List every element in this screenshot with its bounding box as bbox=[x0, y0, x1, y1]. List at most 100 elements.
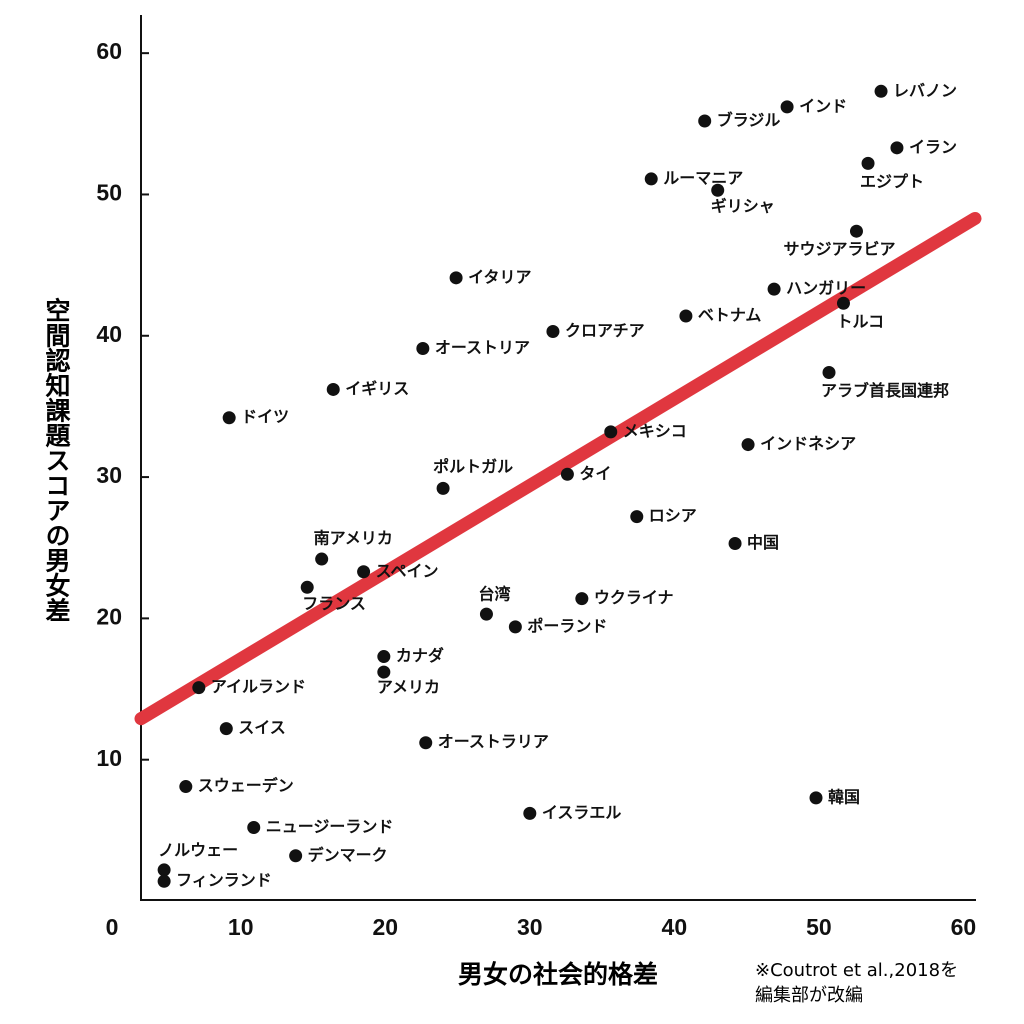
point bbox=[546, 325, 560, 339]
point bbox=[416, 341, 430, 355]
y-tick-label: 10 bbox=[96, 745, 122, 771]
point bbox=[874, 84, 888, 98]
point bbox=[157, 874, 171, 888]
point-label: アイルランド bbox=[211, 677, 306, 696]
point-label: カナダ bbox=[396, 646, 444, 665]
point-label: ノルウェー bbox=[158, 840, 238, 859]
point bbox=[767, 282, 781, 296]
point bbox=[192, 681, 206, 695]
point-label: サウジアラビア bbox=[783, 240, 895, 259]
point-label: ニュージーランド bbox=[266, 817, 394, 836]
point-label: オーストリア bbox=[435, 338, 530, 357]
y-tick-label: 50 bbox=[96, 180, 122, 206]
point bbox=[300, 580, 314, 594]
point bbox=[436, 481, 450, 495]
point-label: 南アメリカ bbox=[314, 529, 393, 548]
point-label: ドイツ bbox=[241, 407, 289, 426]
trend-line bbox=[134, 211, 982, 726]
x-tick-label: 10 bbox=[228, 914, 254, 940]
point bbox=[809, 791, 823, 805]
point bbox=[849, 224, 863, 238]
point bbox=[698, 114, 712, 128]
x-tick-label: 60 bbox=[951, 914, 977, 940]
y-tick-label: 60 bbox=[96, 38, 122, 64]
point-label: スウェーデン bbox=[198, 776, 294, 795]
point bbox=[289, 849, 303, 863]
x-axis-title: 男女の社会的格差 bbox=[458, 960, 658, 989]
origin-label: 0 bbox=[106, 914, 119, 940]
point-label: イギリス bbox=[345, 379, 409, 398]
point-label: スペイン bbox=[376, 561, 439, 580]
point-label: ロシア bbox=[649, 506, 697, 525]
point bbox=[861, 156, 875, 170]
point-label: オーストラリア bbox=[438, 732, 549, 751]
point bbox=[377, 650, 391, 664]
point-label: エジプト bbox=[860, 172, 924, 191]
point-label: レバノン bbox=[893, 81, 957, 100]
point-label: ポーランド bbox=[527, 616, 607, 635]
point-label: クロアチア bbox=[565, 321, 645, 340]
point-label: ウクライナ bbox=[594, 588, 674, 607]
point bbox=[179, 780, 193, 794]
point-label: 台湾 bbox=[478, 585, 510, 604]
point bbox=[741, 438, 755, 452]
point-label: イラン bbox=[909, 137, 957, 156]
point bbox=[377, 665, 391, 679]
point bbox=[780, 100, 794, 114]
point-label: ポルトガル bbox=[433, 457, 513, 476]
point-label: アラブ首長国連邦 bbox=[821, 381, 949, 400]
point-label: 中国 bbox=[747, 533, 779, 552]
point-label: ベトナム bbox=[698, 305, 762, 324]
point-label: ブラジル bbox=[717, 110, 781, 129]
y-tick-label: 30 bbox=[96, 462, 122, 488]
point bbox=[157, 863, 171, 877]
x-tick-label: 20 bbox=[372, 914, 398, 940]
point bbox=[575, 592, 589, 606]
point bbox=[630, 510, 644, 524]
point bbox=[222, 411, 236, 425]
y-axis-title: 空間認知課題スコアの男女差 bbox=[42, 297, 71, 623]
point bbox=[836, 296, 850, 310]
x-tick-label: 50 bbox=[806, 914, 832, 940]
point-label: アメリカ bbox=[377, 678, 440, 697]
note: ※Coutrot et al.,2018を bbox=[755, 960, 958, 981]
point-label: 韓国 bbox=[828, 787, 860, 806]
point-label: ルーマニア bbox=[663, 168, 743, 187]
point-label: イタリア bbox=[468, 267, 531, 286]
point bbox=[419, 736, 433, 750]
point-label: トルコ bbox=[836, 312, 884, 331]
point-label: デンマーク bbox=[308, 845, 388, 864]
x-tick-label: 30 bbox=[517, 914, 543, 940]
note: 編集部が改編 bbox=[755, 985, 863, 1006]
point bbox=[479, 607, 493, 621]
point bbox=[247, 821, 261, 835]
y-tick-label: 40 bbox=[96, 321, 122, 347]
point bbox=[219, 722, 233, 736]
point bbox=[604, 425, 618, 439]
point bbox=[890, 141, 904, 155]
point bbox=[449, 271, 463, 285]
point bbox=[523, 806, 537, 820]
point bbox=[560, 467, 574, 481]
point-label: タイ bbox=[579, 464, 611, 483]
point-label: ハンガリー bbox=[786, 279, 866, 298]
y-tick-label: 20 bbox=[96, 603, 122, 629]
x-tick-label: 40 bbox=[662, 914, 688, 940]
point-label: インド bbox=[799, 96, 847, 115]
point bbox=[728, 536, 742, 550]
point bbox=[679, 309, 693, 323]
point-label: ギリシャ bbox=[711, 197, 775, 216]
point bbox=[315, 552, 329, 566]
point-label: スイス bbox=[238, 718, 286, 737]
point bbox=[508, 620, 522, 634]
point bbox=[711, 183, 725, 197]
point-label: フィンランド bbox=[176, 871, 272, 890]
point bbox=[326, 382, 340, 396]
point-label: インドネシア bbox=[760, 434, 856, 453]
point-label: イスラエル bbox=[542, 803, 622, 822]
point bbox=[644, 172, 658, 186]
point bbox=[357, 565, 371, 579]
point-label: フランス bbox=[302, 594, 366, 613]
